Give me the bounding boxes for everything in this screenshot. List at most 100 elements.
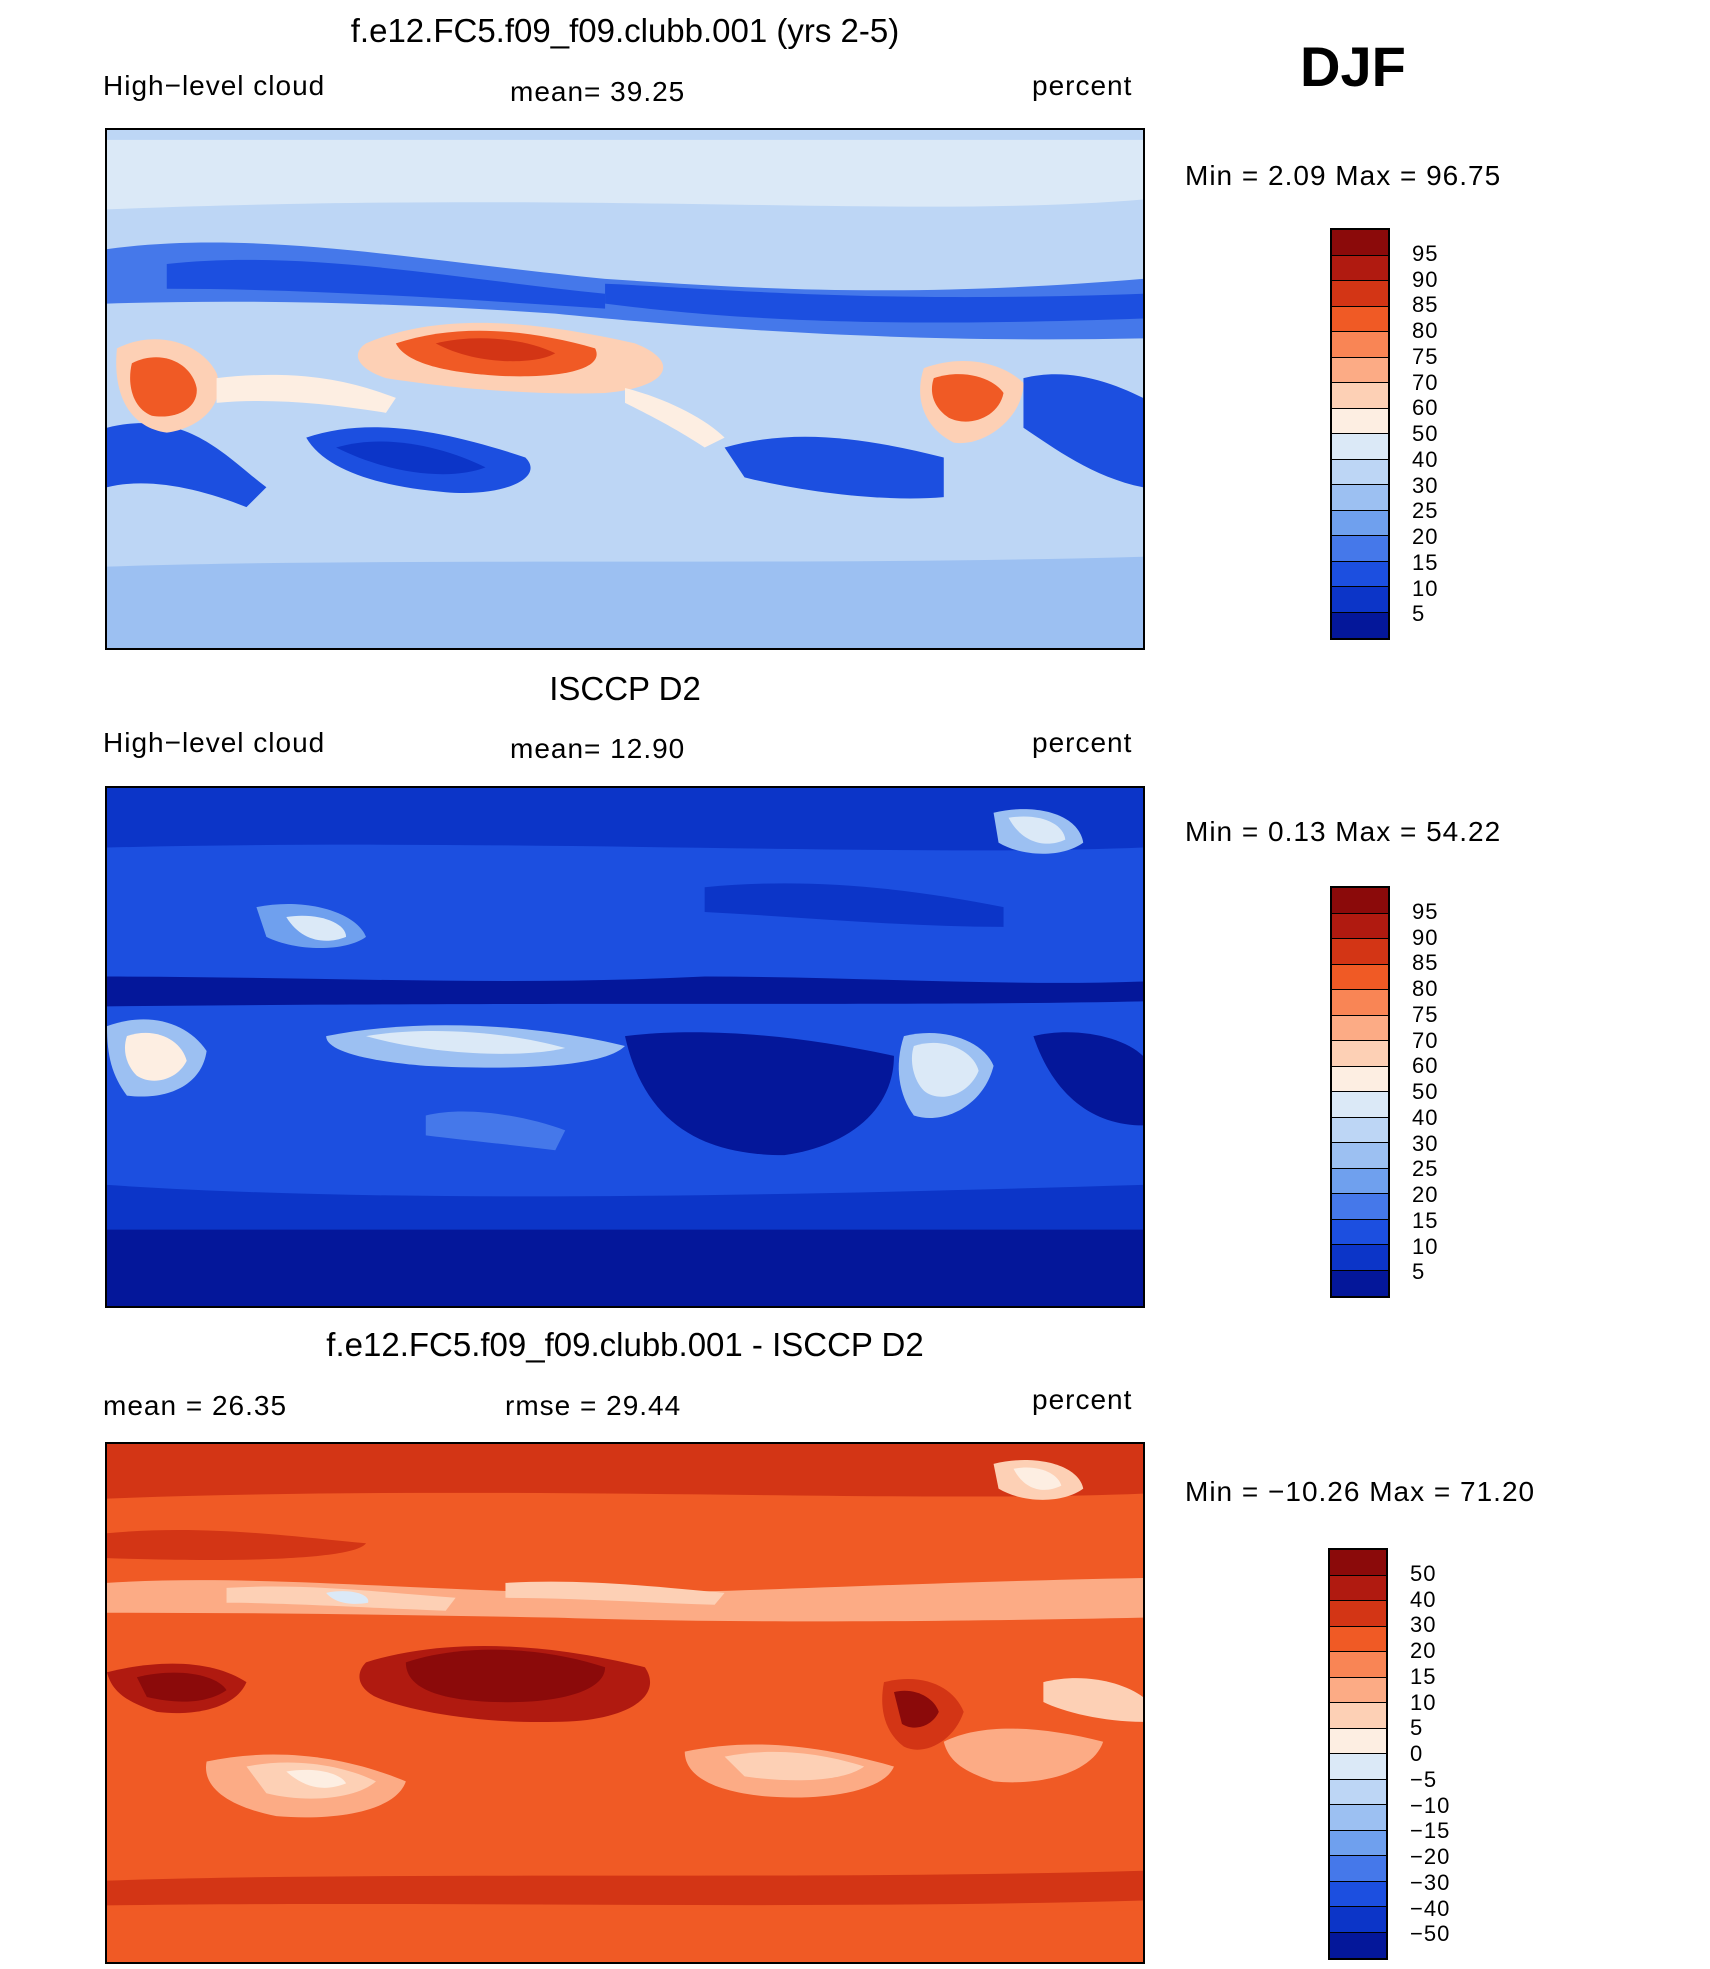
colorbar-swatch [1332, 990, 1388, 1016]
colorbar-tick-label: 40 [1410, 1586, 1437, 1612]
panel-3-mean-label: mean = 26.35 [103, 1390, 288, 1421]
colorbar-swatch [1332, 913, 1388, 939]
colorbar-swatch [1332, 612, 1388, 638]
colorbar-swatch [1332, 939, 1388, 965]
colorbar-swatch [1332, 510, 1388, 536]
colorbar-swatch [1330, 1550, 1386, 1576]
colorbar-tick-label: −30 [1410, 1869, 1451, 1895]
colorbar-tick-label: 60 [1412, 1053, 1439, 1079]
colorbar-tick-label: 40 [1412, 1104, 1439, 1130]
colorbar-tick-label: −10 [1410, 1792, 1451, 1818]
colorbar-tick-label: 90 [1412, 924, 1439, 950]
panel-2-contour-map [107, 788, 1143, 1306]
colorbar-swatch [1330, 1881, 1386, 1907]
colorbar-tick-label: −5 [1410, 1766, 1438, 1792]
colorbar-tick-label: 95 [1412, 898, 1439, 924]
colorbar-swatch [1332, 1168, 1388, 1194]
colorbar-swatch [1332, 408, 1388, 434]
colorbar-tick-label: −50 [1410, 1921, 1451, 1947]
colorbar-swatch [1332, 1041, 1388, 1067]
colorbar-tick-label: 10 [1412, 575, 1439, 601]
colorbar-swatch [1330, 1575, 1386, 1601]
colorbar-tick-label: 15 [1410, 1663, 1437, 1689]
colorbar-swatch [1332, 383, 1388, 409]
panel-3-minmax: Min = −10.26 Max = 71.20 [1185, 1476, 1536, 1507]
colorbar-swatch [1332, 536, 1388, 562]
season-label: DJF [1300, 35, 1406, 98]
colorbar-tick-label: 70 [1412, 369, 1439, 395]
colorbar-tick-label: −40 [1410, 1895, 1451, 1921]
panel-3-contour-map [107, 1444, 1143, 1962]
colorbar-tick-label: 75 [1412, 1001, 1439, 1027]
colorbar-swatch [1332, 485, 1388, 511]
colorbar-swatch [1330, 1856, 1386, 1882]
colorbar-swatch [1332, 1270, 1388, 1296]
colorbar-tick-label: 70 [1412, 1027, 1439, 1053]
colorbar-tick-label: 50 [1412, 421, 1439, 446]
colorbar-swatch [1332, 1092, 1388, 1118]
colorbar-swatch [1330, 1601, 1386, 1627]
panel-1-mean-label: mean= 39.25 [510, 76, 686, 107]
colorbar-tick-label: 60 [1412, 395, 1439, 421]
colorbar-tick-label: 85 [1412, 950, 1439, 976]
colorbar-swatch [1332, 1245, 1388, 1271]
colorbar-tick-label: −15 [1410, 1818, 1451, 1844]
colorbar-tick-label: 15 [1412, 1207, 1439, 1233]
colorbar-swatch [1330, 1652, 1386, 1678]
colorbar-tick-label: 5 [1412, 601, 1426, 627]
colorbar-tick-label: −20 [1410, 1844, 1451, 1869]
panel-2-colorbar [1330, 886, 1390, 1298]
colorbar-tick-label: 80 [1412, 976, 1439, 1001]
colorbar-tick-label: 15 [1412, 549, 1439, 575]
colorbar-swatch [1332, 1143, 1388, 1169]
colorbar-swatch [1332, 1117, 1388, 1143]
colorbar-swatch [1330, 1805, 1386, 1831]
colorbar-tick-label: 40 [1412, 446, 1439, 472]
colorbar-swatch [1332, 434, 1388, 460]
colorbar-tick-label: 20 [1412, 1182, 1439, 1207]
colorbar-swatch [1330, 1779, 1386, 1805]
colorbar-tick-label: 20 [1412, 524, 1439, 549]
colorbar-tick-label: 5 [1410, 1715, 1424, 1741]
panel-1-contour-map [107, 130, 1143, 648]
colorbar-swatch [1332, 332, 1388, 358]
colorbar-swatch [1330, 1728, 1386, 1754]
colorbar-swatch [1332, 1066, 1388, 1092]
colorbar-tick-label: 85 [1412, 292, 1439, 318]
colorbar-tick-label: 80 [1412, 318, 1439, 343]
colorbar-tick-label: 10 [1410, 1689, 1437, 1715]
colorbar-swatch [1330, 1932, 1386, 1958]
colorbar-swatch [1332, 459, 1388, 485]
panel-1-variable-label: High−level cloud [103, 70, 326, 101]
colorbar-swatch [1330, 1907, 1386, 1933]
panel-2-mean-label: mean= 12.90 [510, 733, 686, 764]
colorbar-tick-label: 5 [1412, 1259, 1426, 1285]
colorbar-swatch [1332, 964, 1388, 990]
colorbar-tick-label: 30 [1412, 1130, 1439, 1156]
colorbar-swatch [1332, 1015, 1388, 1041]
colorbar-swatch [1330, 1626, 1386, 1652]
panel-2-map [105, 786, 1145, 1308]
panel-1-map [105, 128, 1145, 650]
colorbar-swatch [1330, 1830, 1386, 1856]
colorbar-tick-label: 20 [1410, 1638, 1437, 1663]
panel-2-minmax: Min = 0.13 Max = 54.22 [1185, 816, 1502, 847]
panel-1-colorbar [1330, 228, 1390, 640]
colorbar-swatch [1332, 1219, 1388, 1245]
colorbar-swatch [1332, 357, 1388, 383]
colorbar-tick-label: 90 [1412, 266, 1439, 292]
colorbar-tick-label: 95 [1412, 240, 1439, 266]
panel-2-title: ISCCP D2 [549, 670, 701, 707]
colorbar-tick-label: 30 [1410, 1612, 1437, 1638]
colorbar-swatch [1332, 587, 1388, 613]
panel-1-units-label: percent [1032, 70, 1133, 101]
colorbar-swatch [1332, 561, 1388, 587]
colorbar-swatch [1332, 306, 1388, 332]
colorbar-swatch [1332, 888, 1388, 914]
colorbar-tick-label: 75 [1412, 343, 1439, 369]
colorbar-tick-label: 50 [1412, 1079, 1439, 1104]
colorbar-tick-label: 25 [1412, 498, 1439, 524]
colorbar-swatch [1330, 1677, 1386, 1703]
panel-1-title: f.e12.FC5.f09_f09.clubb.001 (yrs 2-5) [350, 12, 900, 49]
panel-3-title: f.e12.FC5.f09_f09.clubb.001 - ISCCP D2 [326, 1326, 924, 1363]
